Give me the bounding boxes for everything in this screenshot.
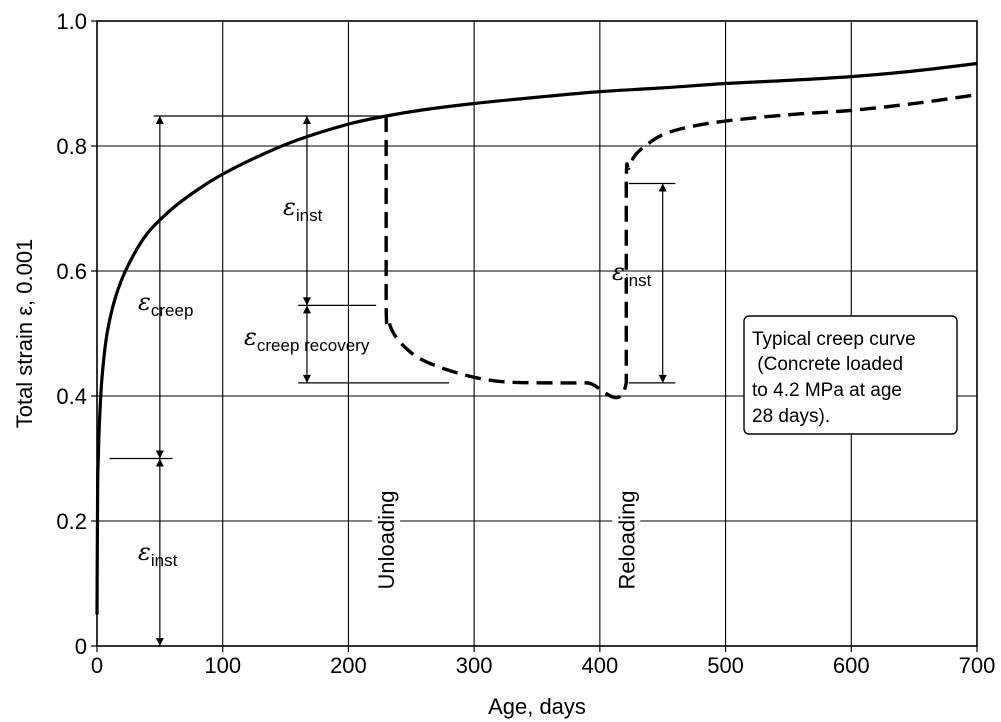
x-tick-label: 600	[833, 653, 870, 678]
x-tick-label: 200	[330, 653, 367, 678]
reloading-label: Reloading	[614, 490, 639, 589]
dashed-series-line	[384, 93, 978, 400]
note-line: 28 days).	[752, 406, 830, 427]
epsilon-creep-recovery-label: εcreep recovery	[244, 323, 370, 355]
epsilon-inst-upper-label: εinst	[283, 193, 323, 225]
annotation-layer	[109, 115, 676, 646]
y-tick-label: 0.8	[56, 134, 87, 159]
y-tick-label: 0.2	[56, 509, 87, 534]
inst-reload-dimension-arrowhead-bottom	[658, 374, 667, 383]
y-tick-label: 0	[75, 634, 87, 659]
epsilon-creep-subscript: creep	[151, 301, 194, 320]
note-box: Typical creep curve (Concrete loaded to …	[743, 315, 958, 435]
x-tick-label: 700	[959, 653, 996, 678]
creep-dimension-arrowhead-bottom	[155, 450, 164, 459]
x-tick-label: 100	[204, 653, 241, 678]
marks-layer	[95, 61, 978, 615]
creep-recovery-dimension-arrowhead-top	[302, 305, 311, 314]
note-box-frame	[743, 315, 958, 435]
inst-lower-dimension-arrowhead-bottom	[155, 638, 164, 646]
y-tick-label: 0.4	[56, 384, 87, 409]
x-tick-label: 0	[91, 653, 103, 678]
epsilon-inst-reload-label: εinst	[612, 258, 652, 290]
epsilon-inst-lower-symbol: ε	[138, 538, 151, 566]
x-tick-label: 400	[581, 653, 618, 678]
inst-reload-dimension-arrowhead-top	[658, 183, 667, 192]
epsilon-inst-reload-subscript: inst	[625, 271, 652, 290]
epsilon-inst-lower-subscript: inst	[151, 551, 178, 570]
epsilon-inst-reload-symbol: ε	[612, 258, 625, 286]
inst-upper-dimension-arrowhead-top	[302, 116, 311, 124]
epsilon-creep-label: εcreep	[138, 288, 193, 320]
unloading-label: Unloading	[374, 490, 399, 589]
inst-lower-dimension-arrowhead-top	[155, 458, 164, 467]
solid-series-line	[95, 61, 978, 615]
tick-layer: 0 100 200 300 400 500 600 700 0 0.2 0.4 0.6 0.8 1.0	[56, 9, 995, 678]
x-tick-label: 300	[456, 653, 493, 678]
epsilon-inst-upper-symbol: ε	[283, 193, 296, 221]
epsilon-creep-recovery-subscript: creep recovery	[257, 336, 370, 355]
creep-recovery-dimension-arrowhead-bottom	[302, 374, 311, 383]
note-line: (Concrete loaded	[752, 354, 903, 375]
x-tick-label: 500	[707, 653, 744, 678]
reloading-label-backdrop	[612, 462, 641, 617]
y-axis-label: Total strain ε, 0.001	[12, 239, 37, 429]
x-axis-label: Age, days	[488, 694, 586, 719]
creep-dimension-arrowhead-top	[155, 116, 164, 124]
epsilon-inst-upper-subscript: inst	[296, 206, 323, 225]
unloading-label-backdrop	[372, 462, 401, 617]
epsilon-inst-lower-label: εinst	[138, 538, 178, 570]
inst-upper-dimension-arrowhead-bottom	[302, 297, 311, 306]
y-tick-label: 1.0	[56, 9, 87, 34]
plot-frame	[96, 20, 978, 647]
epsilon-creep-symbol: ε	[138, 288, 151, 316]
note-line: to 4.2 MPa at age	[752, 380, 902, 401]
epsilon-creep-recovery-symbol: ε	[244, 323, 257, 351]
y-tick-label: 0.6	[56, 259, 87, 284]
note-line: Typical creep curve	[752, 329, 916, 350]
